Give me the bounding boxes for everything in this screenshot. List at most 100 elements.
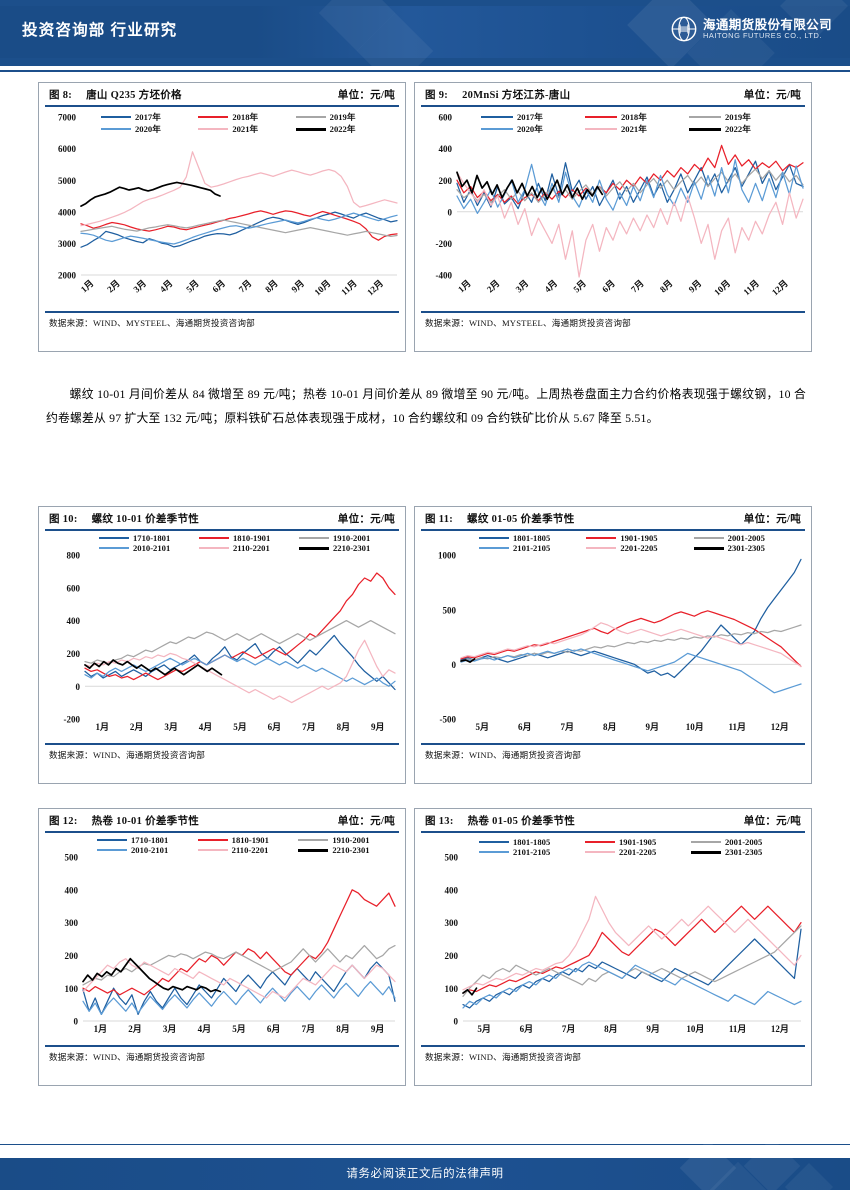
figure-11-header: 图 11: 螺纹 01-05 价差季节性 单位：元/吨	[415, 507, 811, 529]
svg-text:800: 800	[67, 551, 81, 561]
legend-label: 2210-2301	[332, 845, 370, 856]
svg-text:100: 100	[445, 984, 459, 994]
series-line-2001-2005	[462, 925, 802, 998]
fig10-legend: 1710-1801 1810-1901 1910-2001 2010-2101 2110…	[99, 533, 399, 553]
legend-label: 2018年	[232, 112, 259, 123]
svg-text:4月: 4月	[158, 278, 175, 294]
svg-text:6月: 6月	[268, 722, 282, 732]
legend-item: 2210-2301	[298, 845, 399, 855]
footer-divider	[0, 1144, 850, 1146]
svg-text:12月: 12月	[771, 722, 789, 732]
svg-text:0: 0	[76, 682, 81, 692]
series-line-1801-1805	[462, 928, 802, 1009]
legend-label: 2201-2205	[619, 847, 657, 858]
legend-item: 1801-1805	[479, 533, 586, 543]
legend-item: 2021年	[585, 123, 689, 135]
svg-text:200: 200	[65, 951, 79, 961]
figure-13-source: 数据来源：WIND、海通期货投资咨询部	[425, 1051, 582, 1062]
series-line-1901-1905	[460, 610, 802, 668]
svg-text:5月: 5月	[233, 722, 247, 732]
fig11-legend: 1801-1805 1901-1905 2001-2005 2101-2105 2201…	[479, 533, 801, 553]
legend-label: 2010-2101	[133, 543, 171, 554]
legend-label: 1710-1801	[133, 533, 171, 544]
legend-swatch	[101, 115, 131, 119]
legend-label: 1710-1801	[131, 835, 169, 846]
series-line-2110-2201	[82, 958, 396, 999]
svg-text:6月: 6月	[267, 1024, 281, 1034]
legend-swatch	[479, 536, 509, 540]
figure-12-unit: 单位：元/吨	[337, 815, 395, 827]
legend-swatch	[295, 115, 326, 119]
legend-label: 2101-2105	[513, 543, 551, 554]
figure-11-source: 数据来源：WIND、海通期货投资咨询部	[425, 749, 582, 760]
fig13-legend: 1801-1805 1901-1905 2001-2005 2101-2105 2201…	[479, 837, 797, 857]
svg-text:-200: -200	[436, 239, 453, 249]
svg-text:10月: 10月	[312, 278, 332, 297]
legend-swatch	[299, 536, 329, 540]
fig12-svg: 0 100 200 300 400 500 1月 2月 3月 4月 5月 6月 7月 8月 9月	[65, 853, 396, 1034]
figure-12-header: 图 12: 热卷 10-01 价差季节性 单位：元/吨	[39, 809, 405, 831]
svg-text:600: 600	[67, 584, 81, 594]
legend-label: 2201-2205	[620, 543, 658, 554]
legend-swatch	[295, 127, 326, 131]
legend-item: 2020年	[101, 123, 198, 135]
svg-text:5月: 5月	[232, 1024, 246, 1034]
series-line-2210-2301	[84, 659, 223, 676]
logo-company-name-en: HAITONG FUTURES CO., LTD.	[702, 30, 822, 40]
legend-item: 2210-2301	[299, 543, 399, 553]
legend-item: 1810-1901	[199, 533, 299, 543]
svg-text:100: 100	[65, 984, 79, 994]
legend-item: 2017年	[101, 111, 198, 123]
figure-8-plot: 2000 3000 4000 5000 6000 7000 1月 2月 3月 4月 5月 6月 7月 8月…	[39, 107, 405, 311]
legend-swatch	[585, 127, 617, 131]
legend-swatch	[101, 127, 131, 131]
figure-12-number: 图 12:	[49, 815, 78, 827]
svg-text:4月: 4月	[199, 722, 213, 732]
figure-8-title: 唐山 Q235 方坯价格	[86, 89, 182, 101]
legend-swatch	[97, 838, 127, 842]
figure-13-header: 图 13: 热卷 01-05 价差季节性 单位：元/吨	[415, 809, 811, 831]
figure-13-bottom-rule	[421, 1045, 805, 1047]
figure-10-title: 螺纹 10-01 价差季节性	[91, 513, 200, 525]
svg-text:5000: 5000	[58, 176, 77, 186]
svg-text:7月: 7月	[302, 722, 316, 732]
legend-swatch	[99, 536, 129, 540]
legend-item: 2301-2305	[693, 543, 801, 553]
figure-10-top-rule	[45, 529, 399, 532]
figure-card-9: 图 9: 20MnSi 方坯江苏-唐山 单位：元/吨 -400 -200 0 200 4…	[414, 82, 812, 352]
legend-item: 1901-1905	[586, 533, 693, 543]
svg-text:10月: 10月	[686, 722, 704, 732]
fig13-svg: 0 100 200 300 400 500 5月 6月 7月 8月 9月 10月 11月 12月	[445, 853, 802, 1034]
legend-swatch	[689, 115, 721, 119]
legend-label: 1801-1805	[513, 533, 551, 544]
series-line-1710-1801	[82, 961, 396, 1016]
fig9-svg: -400 -200 0 200 400 600 1月 2月 3月 4月 5月 6月 7月 8月 9月 10月 1…	[436, 113, 804, 298]
figure-8-top-rule	[45, 105, 399, 108]
legend-item: 1710-1801	[97, 835, 198, 845]
svg-text:7000: 7000	[58, 113, 77, 123]
svg-text:7月: 7月	[302, 1024, 316, 1034]
figure-12-title: 热卷 10-01 价差季节性	[91, 815, 200, 827]
figure-card-12: 图 12: 热卷 10-01 价差季节性 单位：元/吨 0 100 200 300 40…	[38, 808, 406, 1086]
figure-8-unit: 单位：元/吨	[337, 89, 395, 101]
legend-item: 2018年	[585, 111, 689, 123]
figure-11-number: 图 11:	[425, 513, 454, 525]
series-line-2020年	[456, 159, 804, 215]
legend-label: 1901-1905	[619, 837, 657, 848]
svg-text:0: 0	[452, 660, 457, 670]
legend-label: 2301-2305	[725, 847, 763, 858]
svg-text:10月: 10月	[712, 278, 732, 297]
legend-item: 2301-2305	[691, 847, 797, 857]
logo-company-name-cn: 海通期货股份有限公司	[702, 17, 832, 32]
fig12-legend: 1710-1801 1810-1901 1910-2001 2010-2101 2110…	[97, 835, 399, 855]
figure-11-plot: -500 0 500 1000 5月 6月 7月 8月 9月 10月 11月 12月 1801-1805…	[415, 531, 811, 743]
legend-item: 2022年	[295, 123, 393, 135]
svg-text:7月: 7月	[629, 278, 646, 294]
legend-item: 2101-2105	[479, 847, 585, 857]
figure-card-11: 图 11: 螺纹 01-05 价差季节性 单位：元/吨 -500 0 500 1000…	[414, 506, 812, 784]
legend-item: 2201-2205	[585, 847, 691, 857]
svg-text:400: 400	[67, 616, 81, 626]
series-line-2019年	[80, 219, 398, 238]
legend-item: 2101-2105	[479, 543, 586, 553]
legend-label: 2018年	[621, 112, 647, 123]
